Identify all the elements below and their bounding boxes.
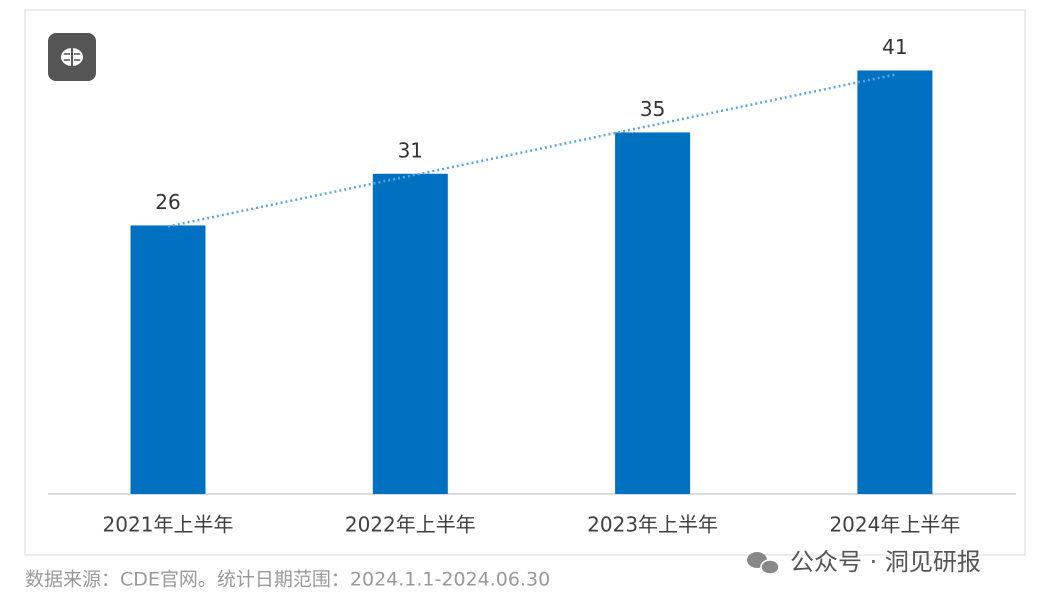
trendline <box>167 73 896 228</box>
x-tick-label: 2021年上半年 <box>103 513 234 537</box>
data-label: 41 <box>882 35 907 59</box>
x-tick-label: 2022年上半年 <box>345 513 476 537</box>
bar <box>857 70 933 494</box>
brain-icon <box>48 33 96 81</box>
data-label: 26 <box>155 190 180 214</box>
data-label: 35 <box>640 97 665 121</box>
watermark-icon <box>747 552 780 575</box>
x-tick-label: 2024年上半年 <box>829 513 960 537</box>
source-note: 数据来源：CDE官网。统计日期范围：2024.1.1-2024.06.30 <box>25 569 550 591</box>
bar <box>130 225 206 495</box>
x-tick-label: 2023年上半年 <box>587 513 718 537</box>
bar <box>615 132 691 494</box>
data-label: 31 <box>398 138 423 162</box>
bar <box>372 173 448 494</box>
watermark: 公众号 · 洞见研报 <box>790 548 981 576</box>
